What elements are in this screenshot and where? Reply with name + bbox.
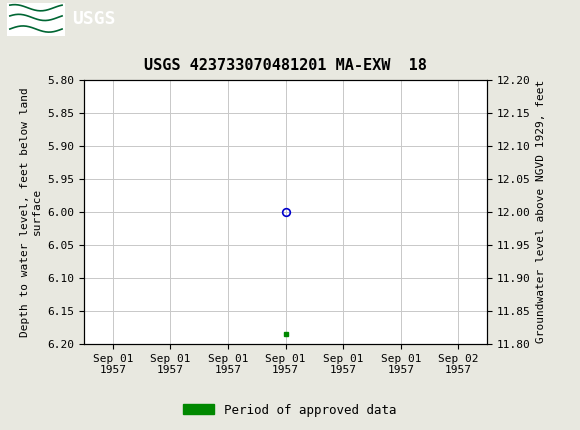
Y-axis label: Depth to water level, feet below land
surface: Depth to water level, feet below land su… xyxy=(20,87,42,337)
Title: USGS 423733070481201 MA-EXW  18: USGS 423733070481201 MA-EXW 18 xyxy=(144,58,427,73)
Legend: Period of approved data: Period of approved data xyxy=(178,399,402,421)
Y-axis label: Groundwater level above NGVD 1929, feet: Groundwater level above NGVD 1929, feet xyxy=(536,80,546,344)
FancyBboxPatch shape xyxy=(7,3,65,36)
Text: USGS: USGS xyxy=(72,10,115,28)
